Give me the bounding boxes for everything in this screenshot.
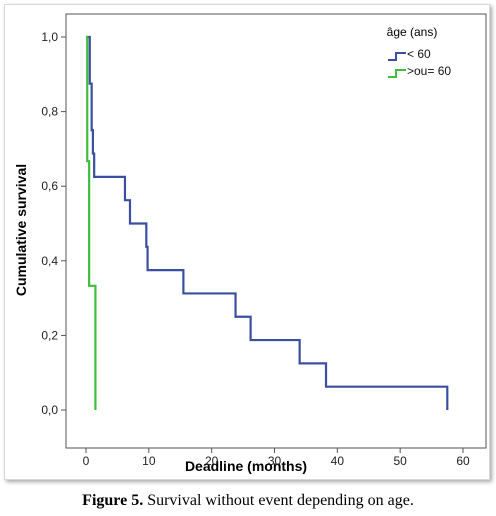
x-axis-label: Deadline (months)	[185, 458, 307, 474]
axes: 0 10 20 30 40 50 60 0,0 0,2 0,4 0,6 0,8 1,0	[41, 30, 470, 468]
figure-label: Figure 5.	[82, 492, 144, 509]
x-tick-label: 50	[393, 454, 407, 468]
y-tick-label: 0,8	[41, 105, 58, 119]
legend-swatch	[388, 69, 406, 78]
series-line-1	[86, 35, 97, 410]
y-tick-label: 1,0	[41, 30, 58, 44]
y-axis-label: Cumulative survival	[13, 164, 29, 296]
x-tick-label: 30	[268, 454, 282, 468]
figure-caption: Figure 5. Survival without event dependi…	[0, 492, 496, 510]
legend-swatch	[388, 52, 406, 61]
x-tick-label: 60	[456, 454, 470, 468]
y-tick-label: 0,4	[41, 254, 58, 268]
legend-title: âge (ans)	[387, 25, 438, 39]
x-tick-label: 10	[142, 454, 156, 468]
legend-label: < 60	[407, 47, 431, 61]
plot-area	[65, 13, 487, 449]
series-group	[86, 35, 449, 410]
x-tick-label: 0	[83, 454, 90, 468]
y-tick-label: 0,2	[41, 328, 58, 342]
caption-text: Survival without event depending on age.	[147, 492, 414, 509]
kaplan-meier-chart: Cumulative survival Deadline (months) 0 1…	[13, 13, 487, 474]
y-tick-label: 0,0	[41, 403, 58, 417]
x-tick-label: 20	[205, 454, 219, 468]
series-line-0	[86, 35, 449, 410]
legend-label: >ou= 60	[407, 64, 451, 78]
y-tick-label: 0,6	[41, 179, 58, 193]
legend: âge (ans) < 60 >ou= 60	[387, 25, 451, 78]
x-tick-label: 40	[331, 454, 345, 468]
